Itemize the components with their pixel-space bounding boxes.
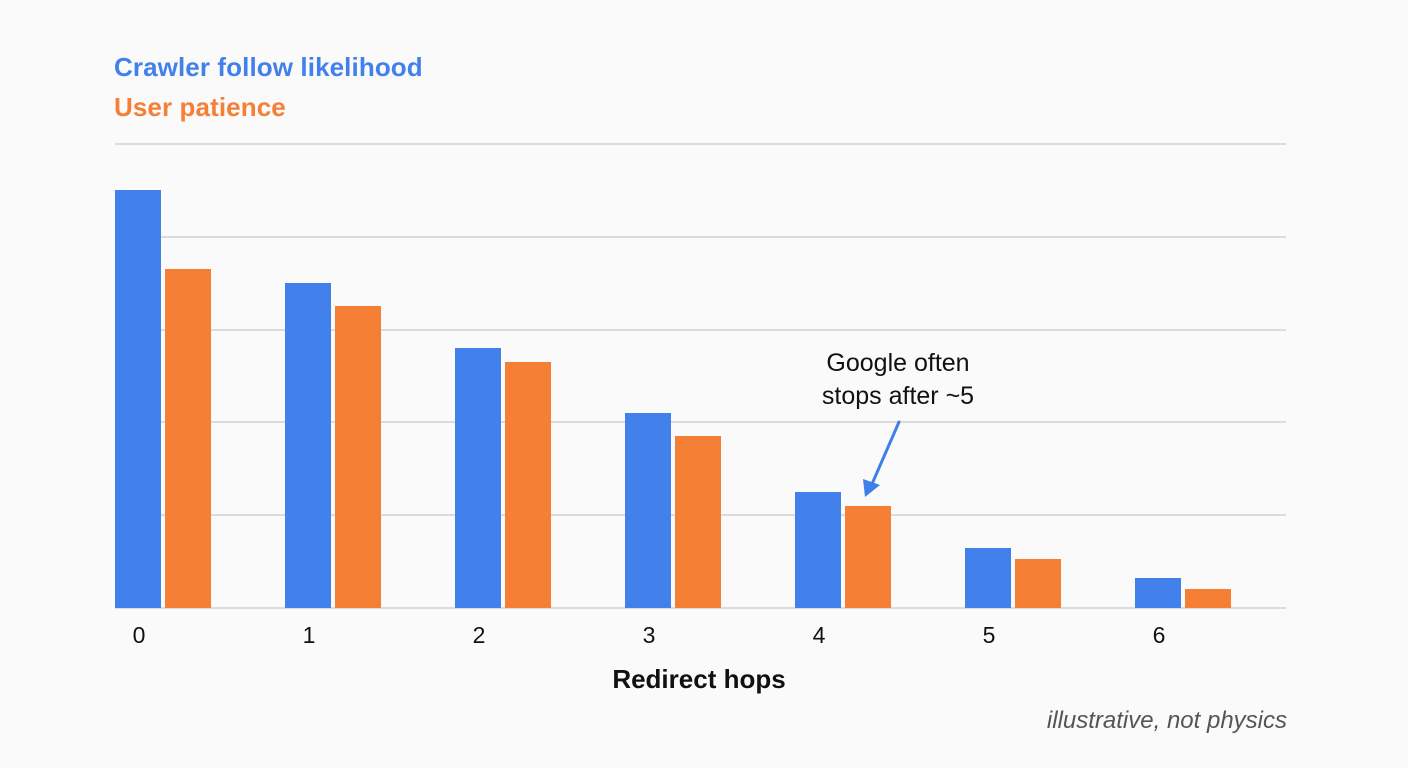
x-tick-label: 4 xyxy=(812,622,826,648)
annotation-google-stops: Google often stops after ~5 xyxy=(790,347,1006,413)
bar-crawler-0 xyxy=(115,190,161,608)
x-tick-label: 0 xyxy=(132,622,146,648)
gridline xyxy=(115,235,1286,238)
gridline xyxy=(115,143,1286,145)
x-axis-label: Redirect hops xyxy=(612,664,786,694)
bar-crawler-3 xyxy=(625,413,671,608)
x-tick-label: 1 xyxy=(302,622,316,648)
legend-user-patience: User patience xyxy=(114,92,286,122)
bar-user-4 xyxy=(845,505,891,608)
annotation-line-1: Google often xyxy=(826,349,970,377)
bar-crawler-1 xyxy=(285,283,331,608)
gridline xyxy=(115,421,1286,424)
bar-crawler-5 xyxy=(965,547,1011,608)
footnote: illustrative, not physics xyxy=(1046,707,1287,734)
bar-user-6 xyxy=(1185,589,1231,608)
x-tick-label: 2 xyxy=(472,622,486,648)
bar-user-1 xyxy=(335,306,381,608)
bar-crawler-4 xyxy=(795,492,841,608)
annotation-line-2: stops after ~5 xyxy=(821,382,975,410)
x-tick-label: 3 xyxy=(642,622,656,648)
bar-crawler-6 xyxy=(1135,577,1181,608)
x-tick-label: 6 xyxy=(1152,622,1166,648)
bar-user-0 xyxy=(165,269,211,608)
legend-crawler-follow-likelihood: Crawler follow likelihood xyxy=(114,52,423,82)
bar-user-5 xyxy=(1015,559,1061,608)
x-axis-baseline xyxy=(115,607,1286,609)
gridline xyxy=(115,328,1286,331)
bar-user-3 xyxy=(675,436,721,608)
bar-user-2 xyxy=(505,362,551,608)
x-tick-label: 5 xyxy=(982,622,996,648)
bar-crawler-2 xyxy=(455,348,501,608)
